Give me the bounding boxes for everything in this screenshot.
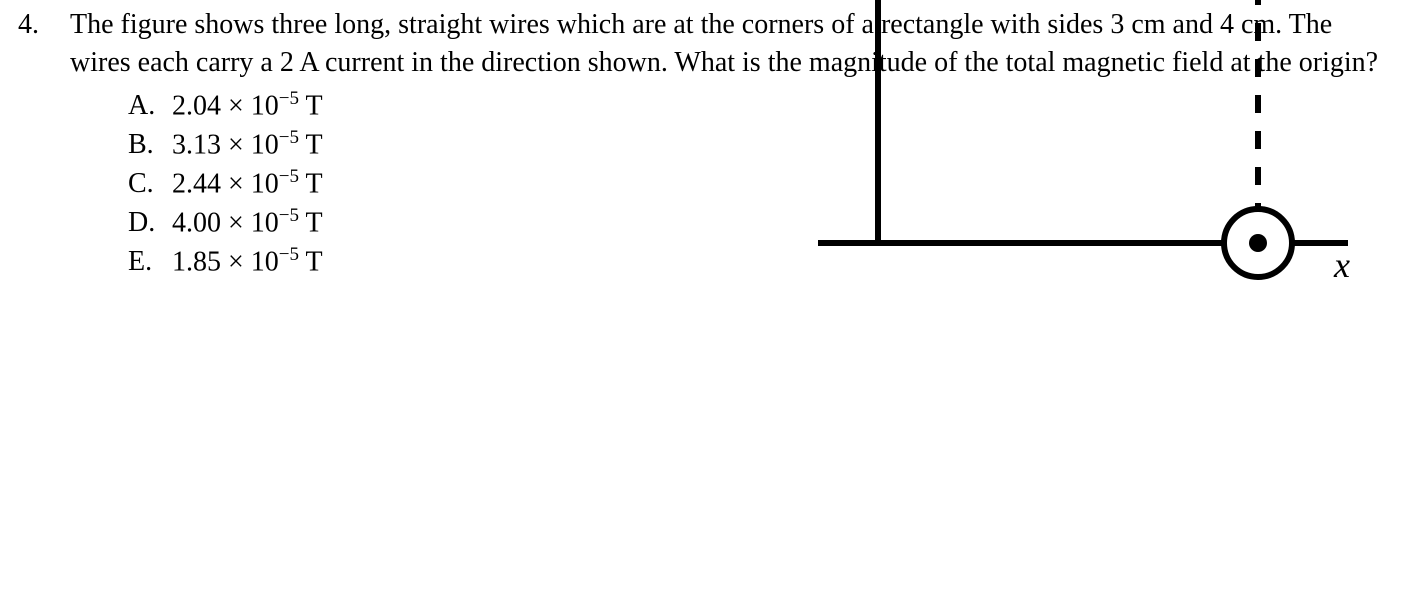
answer-letter: D. — [128, 204, 172, 242]
answer-letter: E. — [128, 243, 172, 281]
answer-option: B. 3.13 × 10−5 T — [128, 125, 323, 164]
answer-letter: C. — [128, 165, 172, 203]
answer-value: 1.85 × 10−5 T — [172, 242, 323, 281]
x-axis-label: x — [1333, 245, 1350, 285]
answer-value: 3.13 × 10−5 T — [172, 125, 323, 164]
wire-bottom-right-out-of-page-icon — [1224, 209, 1292, 277]
answer-option: A. 2.04 × 10−5 T — [128, 86, 323, 125]
answer-value: 4.00 × 10−5 T — [172, 203, 323, 242]
answer-option: C. 2.44 × 10−5 T — [128, 164, 323, 203]
answer-value: 2.44 × 10−5 T — [172, 164, 323, 203]
answer-letter: A. — [128, 87, 172, 125]
question-number: 4. — [12, 6, 70, 44]
answer-option: D. 4.00 × 10−5 T — [128, 203, 323, 242]
answer-option: E. 1.85 × 10−5 T — [128, 242, 323, 281]
answer-letter: B. — [128, 126, 172, 164]
answer-list: A. 2.04 × 10−5 T B. 3.13 × 10−5 T — [12, 86, 323, 282]
figure-diagram: y x — [788, 0, 1368, 293]
answer-value: 2.04 × 10−5 T — [172, 86, 323, 125]
